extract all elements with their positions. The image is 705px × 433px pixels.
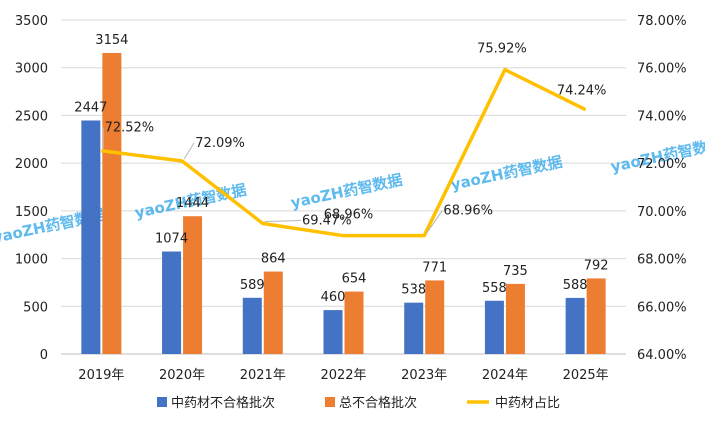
- bar-herb: [243, 298, 262, 354]
- bar-data-label: 2447: [74, 100, 107, 115]
- y-right-tick-label: 74.00%: [637, 109, 687, 124]
- bar-data-label: 558: [482, 281, 507, 296]
- legend-label: 总不合格批次: [339, 395, 417, 411]
- bar-total: [345, 292, 364, 354]
- y-right-tick-label: 64.00%: [637, 348, 687, 363]
- watermark-text: yaoZH药智数据: [449, 153, 564, 194]
- y-left-tick-label: 3000: [15, 62, 48, 77]
- line-data-label: 75.92%: [477, 42, 527, 57]
- bar-data-label: 538: [401, 283, 426, 298]
- y-left-tick-label: 1000: [15, 253, 48, 268]
- bar-total: [264, 272, 283, 354]
- line-data-label: 68.96%: [443, 204, 493, 219]
- x-tick-label: 2019年: [78, 368, 124, 383]
- x-tick-label: 2020年: [159, 368, 205, 383]
- leader-line: [184, 143, 194, 159]
- y-left-tick-label: 500: [23, 300, 48, 315]
- y-left-tick-label: 2500: [15, 109, 48, 124]
- bar-data-label: 735: [503, 264, 528, 279]
- bar-data-label: 654: [342, 272, 367, 287]
- line-data-label: 72.52%: [105, 121, 155, 136]
- bar-herb: [324, 310, 343, 354]
- y-right-tick-label: 76.00%: [637, 62, 687, 77]
- bar-total: [506, 284, 525, 354]
- legend-label: 中药材不合格批次: [171, 395, 275, 411]
- bar-herb: [566, 298, 585, 354]
- bar-data-label: 1444: [176, 196, 209, 211]
- watermark-text: yaoZH药智数据: [289, 171, 404, 212]
- y-left-tick-label: 2000: [15, 157, 48, 172]
- bar-total: [425, 280, 444, 354]
- bar-data-label: 864: [261, 252, 286, 267]
- line-data-label: 68.96%: [324, 208, 374, 223]
- bar-data-label: 792: [584, 258, 609, 273]
- bar-data-label: 589: [240, 278, 265, 293]
- bar-total: [102, 53, 121, 354]
- bar-data-label: 1074: [155, 232, 188, 247]
- leader-line: [265, 221, 301, 222]
- bar-data-label: 460: [321, 290, 346, 305]
- bar-herb: [404, 303, 423, 354]
- y-left-tick-label: 3500: [15, 14, 48, 29]
- x-tick-label: 2022年: [320, 368, 366, 383]
- bar-data-label: 3154: [95, 33, 128, 48]
- y-right-tick-label: 72.00%: [637, 157, 687, 172]
- bar-herb: [81, 120, 100, 354]
- y-right-tick-label: 78.00%: [637, 14, 687, 29]
- y-right-tick-label: 68.00%: [637, 253, 687, 268]
- legend-swatch: [325, 397, 335, 407]
- y-left-tick-label: 0: [40, 348, 48, 363]
- bar-herb: [162, 252, 181, 354]
- bar-data-label: 588: [563, 278, 588, 293]
- legend-swatch: [157, 397, 167, 407]
- x-tick-label: 2025年: [563, 368, 609, 383]
- x-tick-label: 2023年: [401, 368, 447, 383]
- x-tick-label: 2024年: [482, 368, 528, 383]
- y-right-tick-label: 66.00%: [637, 300, 687, 315]
- bar-herb: [485, 301, 504, 354]
- x-tick-label: 2021年: [240, 368, 286, 383]
- y-right-tick-label: 70.00%: [637, 205, 687, 220]
- line-data-label: 72.09%: [195, 136, 245, 151]
- legend: 中药材不合格批次 总不合格批次 中药材占比: [157, 395, 560, 411]
- bar-data-label: 771: [422, 260, 447, 275]
- y-left-tick-label: 1500: [15, 205, 48, 220]
- legend-label: 中药材占比: [495, 396, 560, 411]
- line-data-label: 74.24%: [557, 84, 607, 99]
- bar-total: [587, 278, 606, 354]
